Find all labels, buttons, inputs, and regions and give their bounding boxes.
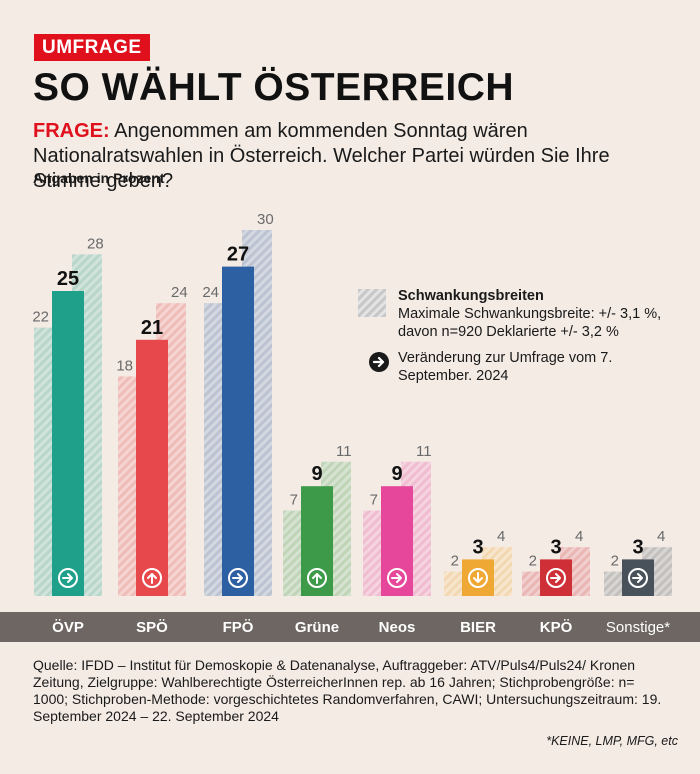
bar-övp	[52, 291, 84, 596]
category-label-spö: SPÖ	[136, 619, 168, 636]
arrow-down-icon	[468, 568, 488, 588]
arrow-right-icon	[546, 568, 566, 588]
upper-label-kpö: 4	[575, 528, 583, 545]
page-title: SO WÄHLT ÖSTERREICH	[33, 66, 515, 109]
value-label-övp: 25	[57, 268, 79, 290]
arrow-right-icon	[387, 568, 407, 588]
value-label-kpö: 3	[550, 536, 561, 558]
lower-label-grüne: 7	[290, 492, 298, 509]
upper-label-sonstige: 4	[657, 528, 665, 545]
upper-label-grüne: 11	[336, 443, 352, 460]
upper-label-övp: 28	[87, 235, 104, 252]
category-label-sonstige: Sonstige*	[606, 619, 670, 636]
upper-label-neos: 11	[416, 443, 432, 460]
arrow-right-icon	[228, 568, 248, 588]
bar-spö	[136, 339, 168, 596]
value-label-sonstige: 3	[632, 536, 643, 558]
legend-range: Schwankungsbreiten Maximale Schwankungsb…	[398, 287, 688, 341]
category-label-bier: BIER	[460, 619, 496, 636]
bar-fpö	[222, 266, 254, 596]
value-label-bier: 3	[472, 536, 483, 558]
category-label-kpö: KPÖ	[540, 619, 573, 636]
value-label-grüne: 9	[311, 463, 322, 485]
footnote: *KEINE, LMP, MFG, etc	[546, 734, 678, 748]
category-band	[0, 612, 700, 642]
lower-label-spö: 18	[116, 357, 133, 374]
arrow-right-icon	[58, 568, 78, 588]
arrow-right-icon	[628, 568, 648, 588]
chart-subtitle: Angaben in Prozent	[33, 170, 165, 186]
lower-label-fpö: 24	[202, 284, 219, 301]
category-label-neos: Neos	[379, 619, 416, 636]
upper-label-fpö: 30	[257, 211, 274, 228]
survey-tag: UMFRAGE	[34, 34, 150, 61]
question: FRAGE: Angenommen am kommenden Sonntag w…	[33, 119, 673, 194]
legend-range-text: Maximale Schwankungsbreite: +/- 3,1 %, d…	[398, 306, 662, 340]
value-label-spö: 21	[141, 317, 163, 339]
range-swatch	[358, 289, 386, 317]
upper-label-spö: 24	[171, 284, 188, 301]
arrow-up-icon	[307, 568, 327, 588]
upper-label-bier: 4	[497, 528, 505, 545]
question-text: Angenommen am kommenden Sonntag wären Na…	[33, 120, 610, 192]
value-label-neos: 9	[391, 463, 402, 485]
question-label: FRAGE:	[33, 120, 110, 142]
lower-label-bier: 2	[451, 553, 459, 570]
category-label-fpö: FPÖ	[223, 619, 254, 636]
arrow-right-icon	[369, 352, 389, 372]
source-note: Quelle: IFDD – Institut für Demoskopie &…	[33, 657, 662, 724]
lower-label-kpö: 2	[529, 553, 537, 570]
lower-label-sonstige: 2	[611, 553, 619, 570]
legend-change-text: Veränderung zur Umfrage vom 7. September…	[398, 350, 613, 384]
lower-label-övp: 22	[32, 309, 49, 326]
value-label-fpö: 27	[227, 244, 249, 266]
category-label-grüne: Grüne	[295, 619, 339, 636]
lower-label-neos: 7	[370, 492, 378, 509]
arrow-up-icon	[142, 568, 162, 588]
bar-neos	[381, 486, 413, 596]
legend-range-title: Schwankungsbreiten	[398, 288, 544, 304]
category-label-övp: ÖVP	[52, 619, 84, 636]
